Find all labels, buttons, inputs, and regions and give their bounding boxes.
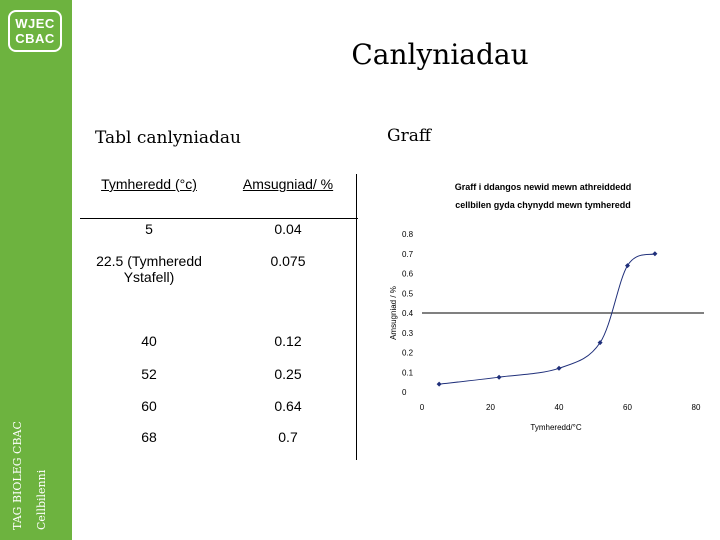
y-tick-label: 0.7 <box>402 250 414 259</box>
cell-temperature: 5 <box>145 221 153 237</box>
y-tick-label: 0 <box>402 388 407 397</box>
table-row: 22.5 (Tymheredd Ystafell) 0.075 <box>80 251 358 331</box>
cell-absorbance: 0.04 <box>274 221 302 237</box>
cell-absorbance: 0.64 <box>274 397 302 414</box>
results-table: Tymheredd (°c) Amsugniad/ % 5 0.04 22.5 … <box>80 174 358 457</box>
y-tick-label: 0.1 <box>402 368 414 377</box>
y-tick-label: 0.2 <box>402 349 414 358</box>
x-tick-label: 20 <box>486 403 495 412</box>
table-divider <box>356 174 357 460</box>
x-tick-label: 80 <box>692 403 701 412</box>
y-tick-label: 0.8 <box>402 230 414 239</box>
sidebar-caption-line-1: TAG BIOLEG CBAC <box>11 421 24 530</box>
cell-temperature: 60 <box>141 397 157 414</box>
data-point <box>652 251 658 257</box>
y-tick-label: 0.5 <box>402 289 414 298</box>
absorbance-chart: Graff i ddangos newid mewn athreiddedd ce… <box>389 182 704 432</box>
cell-temperature: 40 <box>141 332 157 349</box>
table-row: 5 0.04 <box>80 219 358 251</box>
wjec-cbac-logo: WJEC CBAC <box>8 10 62 52</box>
data-point <box>597 340 603 346</box>
slide-title: Canlyniadau <box>351 38 529 71</box>
logo-line-1: WJEC <box>15 16 55 31</box>
cell-absorbance: 0.25 <box>274 365 302 382</box>
header-absorbance: Amsugniad/ % <box>218 174 358 219</box>
logo-line-2: CBAC <box>15 31 55 46</box>
y-tick-label: 0.6 <box>402 270 414 279</box>
table-row: 68 0.7 <box>80 427 358 457</box>
header-temperature: Tymheredd (°c) <box>80 174 218 219</box>
series-line <box>439 253 656 385</box>
y-tick-label: 0.4 <box>402 309 414 318</box>
y-tick-label: 0.3 <box>402 329 414 338</box>
sidebar-caption-line-2: Cellbilenni <box>35 469 48 530</box>
y-axis-label: Amsugniad / % <box>389 286 398 340</box>
table-row: 60 0.64 <box>80 396 358 427</box>
table-heading: Tabl canlyniadau <box>95 128 242 148</box>
table-header-row: Tymheredd (°c) Amsugniad/ % <box>80 174 358 219</box>
data-point <box>436 381 442 387</box>
x-tick-label: 40 <box>555 403 564 412</box>
graph-heading: Graff <box>387 126 431 146</box>
table-row: 52 0.25 <box>80 364 358 396</box>
chart-title-line-2: cellbilen gyda chynydd mewn tymheredd <box>455 200 631 210</box>
cell-temperature: 22.5 (Tymheredd Ystafell) <box>96 252 202 285</box>
table-row: 40 0.12 <box>80 331 358 364</box>
data-point <box>496 374 502 380</box>
cell-absorbance: 0.12 <box>274 332 302 349</box>
sidebar-caption: TAG BIOLEG CBAC Cellbilenni <box>11 330 62 530</box>
x-tick-label: 60 <box>623 403 632 412</box>
data-point <box>625 263 630 269</box>
data-point <box>556 365 562 371</box>
sidebar-band: WJEC CBAC TAG BIOLEG CBAC Cellbilenni <box>0 0 72 540</box>
cell-temperature: 68 <box>141 428 157 445</box>
chart-title-line-1: Graff i ddangos newid mewn athreiddedd <box>455 182 632 192</box>
cell-temperature: 52 <box>141 365 157 382</box>
x-tick-label: 0 <box>420 403 425 412</box>
cell-absorbance: 0.7 <box>278 428 298 445</box>
x-axis-label: Tymheredd/°C <box>530 423 581 432</box>
cell-absorbance: 0.075 <box>270 252 306 269</box>
